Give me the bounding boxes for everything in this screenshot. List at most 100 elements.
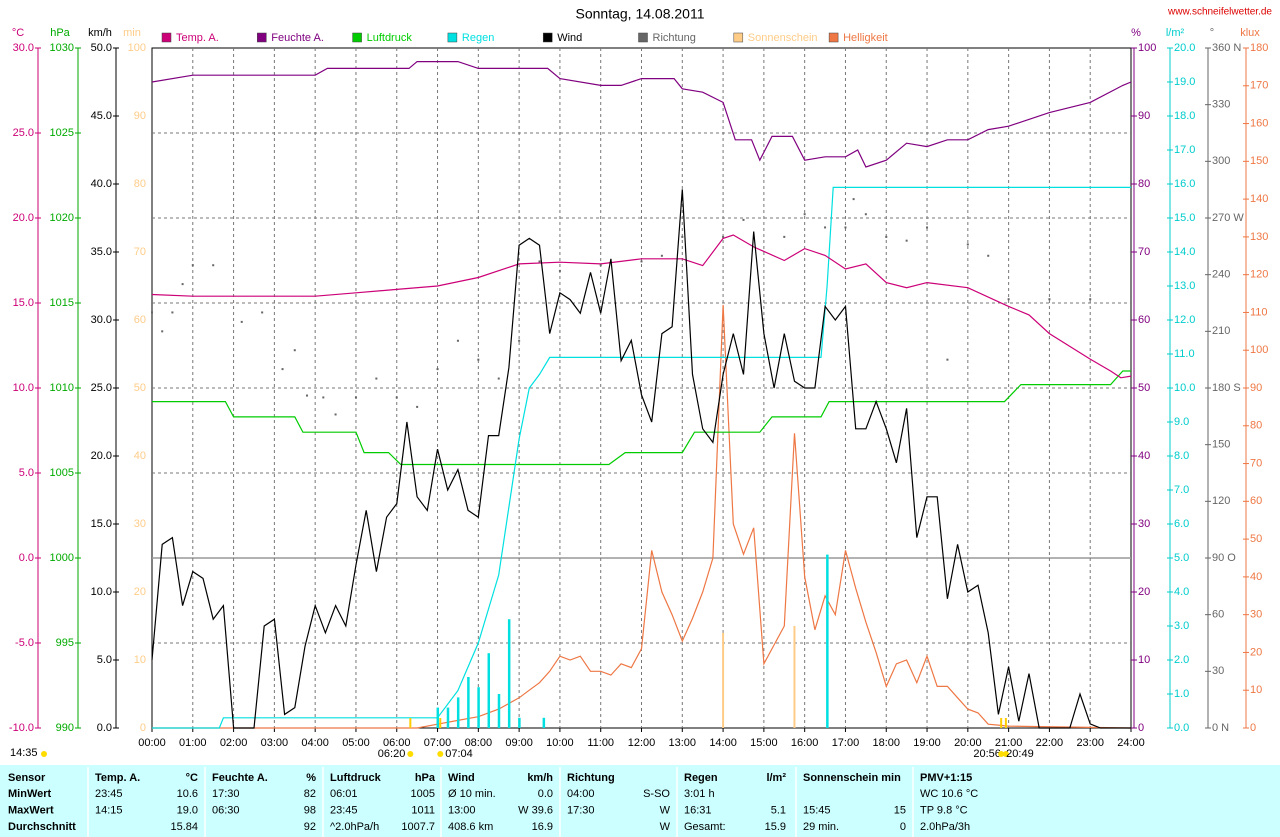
y-tick-label: 70 bbox=[1250, 457, 1262, 469]
legend-swatch bbox=[828, 32, 839, 43]
series-line bbox=[151, 234, 1132, 379]
x-tick-label: 10:00 bbox=[546, 737, 574, 749]
direction-dot bbox=[497, 377, 500, 380]
y-tick-label: -5.0 bbox=[15, 637, 34, 649]
direction-dot bbox=[742, 218, 745, 221]
direction-dot bbox=[660, 254, 663, 257]
x-tick-label: 04:00 bbox=[301, 737, 329, 749]
x-tick-label: 21:00 bbox=[995, 737, 1023, 749]
y-tick-label: 30 bbox=[1138, 518, 1150, 530]
y-tick-label: 70 bbox=[1138, 246, 1150, 258]
x-tick-label: 18:00 bbox=[872, 737, 900, 749]
legend-label: Helligkeit bbox=[843, 32, 888, 44]
y-tick-label: 130 bbox=[1250, 231, 1268, 243]
direction-dot bbox=[416, 405, 419, 408]
sun-icon bbox=[41, 751, 47, 757]
y-tick-label: 110 bbox=[1250, 306, 1268, 318]
y-tick-label: 100 bbox=[1250, 344, 1268, 356]
y-tick-label: 80 bbox=[1250, 420, 1262, 432]
direction-dot bbox=[171, 311, 174, 314]
y-tick-label: 8.0 bbox=[1174, 450, 1189, 462]
cell-text: Regen bbox=[684, 772, 718, 784]
rain-bar bbox=[497, 694, 501, 728]
direction-dot bbox=[212, 264, 215, 267]
y-tick-label: 30 bbox=[134, 518, 146, 530]
y-tick-label: 20 bbox=[1250, 646, 1262, 658]
rain-bar bbox=[467, 677, 470, 728]
y-tick-label: 120 bbox=[1212, 495, 1230, 507]
direction-dot bbox=[803, 213, 806, 216]
chart-title: Sonntag, 14.08.2011 bbox=[576, 6, 705, 22]
cell-value: 19.0 bbox=[177, 805, 198, 817]
direction-dot bbox=[161, 330, 164, 333]
direction-dot bbox=[293, 349, 296, 352]
y-tick-label: 300 bbox=[1212, 155, 1230, 167]
direction-dot bbox=[456, 339, 459, 342]
direction-dot bbox=[966, 243, 969, 246]
legend-label: Wind bbox=[557, 32, 582, 44]
direction-dot bbox=[885, 235, 888, 238]
y-tick-label: 60 bbox=[134, 314, 146, 326]
y-tick-label: 270 W bbox=[1212, 212, 1244, 224]
y-tick-label: 3.0 bbox=[1174, 620, 1189, 632]
cell-value: 98 bbox=[304, 805, 316, 817]
rain-bar bbox=[477, 687, 480, 728]
y-tick-label: 11.0 bbox=[1174, 348, 1195, 360]
direction-dot bbox=[375, 377, 378, 380]
cell-text: 2.0hPa/3h bbox=[920, 821, 970, 833]
x-tick-label: 22:00 bbox=[1036, 737, 1064, 749]
row-label: Durchschnitt bbox=[8, 821, 76, 833]
direction-dot bbox=[844, 226, 847, 229]
x-tick-label: 11:00 bbox=[587, 737, 614, 749]
cell-text: 23:45 bbox=[330, 805, 358, 817]
y-axis-unit: ° bbox=[1210, 27, 1214, 39]
cell-value: % bbox=[306, 772, 316, 784]
sun-marker bbox=[407, 751, 414, 757]
direction-dot bbox=[181, 283, 184, 286]
row-label: MinWert bbox=[8, 788, 52, 800]
y-tick-label: 20 bbox=[134, 586, 146, 598]
y-tick-label: 10 bbox=[1138, 654, 1150, 666]
y-tick-label: 2.0 bbox=[1174, 654, 1189, 666]
y-tick-label: 120 bbox=[1250, 269, 1268, 281]
direction-dot bbox=[824, 226, 827, 229]
row-label: MaxWert bbox=[8, 805, 54, 817]
y-tick-label: 100 bbox=[128, 42, 146, 54]
y-tick-label: 50 bbox=[1250, 533, 1262, 545]
direction-dot bbox=[864, 213, 867, 216]
y-tick-label: 90 O bbox=[1212, 552, 1236, 564]
legend-label: Sonnenschein bbox=[748, 32, 818, 44]
y-tick-label: 140 bbox=[1250, 193, 1268, 205]
legend-label: Richtung bbox=[653, 32, 696, 44]
y-axis-unit: l/m² bbox=[1166, 27, 1185, 39]
cell-text: ^2.0hPa/h bbox=[330, 821, 379, 833]
y-tick-label: 100 bbox=[1138, 42, 1156, 54]
direction-dot bbox=[1007, 298, 1010, 301]
y-tick-label: 15.0 bbox=[91, 518, 112, 530]
legend-swatch bbox=[542, 32, 553, 43]
y-tick-label: 14.0 bbox=[1174, 246, 1195, 258]
cell-value: 15.84 bbox=[170, 821, 198, 833]
y-tick-label: 20 bbox=[1138, 586, 1150, 598]
direction-dot bbox=[261, 311, 264, 314]
cell-text: 16:31 bbox=[684, 805, 712, 817]
y-tick-label: 25.0 bbox=[13, 127, 34, 139]
rain-bar bbox=[456, 697, 460, 728]
y-tick-label: 150 bbox=[1212, 439, 1230, 451]
cell-text: TP 9.8 °C bbox=[920, 805, 968, 817]
y-tick-label: 1015 bbox=[50, 297, 74, 309]
rain-bar bbox=[518, 717, 521, 728]
direction-dot bbox=[538, 260, 541, 263]
y-tick-label: 70 bbox=[134, 246, 146, 258]
direction-dot bbox=[306, 394, 309, 397]
x-tick-label: 17:00 bbox=[832, 737, 860, 749]
direction-dot bbox=[987, 254, 990, 257]
cell-value: 1005 bbox=[411, 788, 435, 800]
y-tick-label: 17.0 bbox=[1174, 144, 1195, 156]
cell-text: WC 10.6 °C bbox=[920, 788, 978, 800]
y-tick-label: 40 bbox=[1138, 450, 1150, 462]
y-tick-label: 5.0 bbox=[1174, 552, 1189, 564]
y-tick-label: 90 bbox=[1138, 110, 1150, 122]
cell-text: 06:01 bbox=[330, 788, 358, 800]
y-tick-label: 1025 bbox=[50, 127, 74, 139]
